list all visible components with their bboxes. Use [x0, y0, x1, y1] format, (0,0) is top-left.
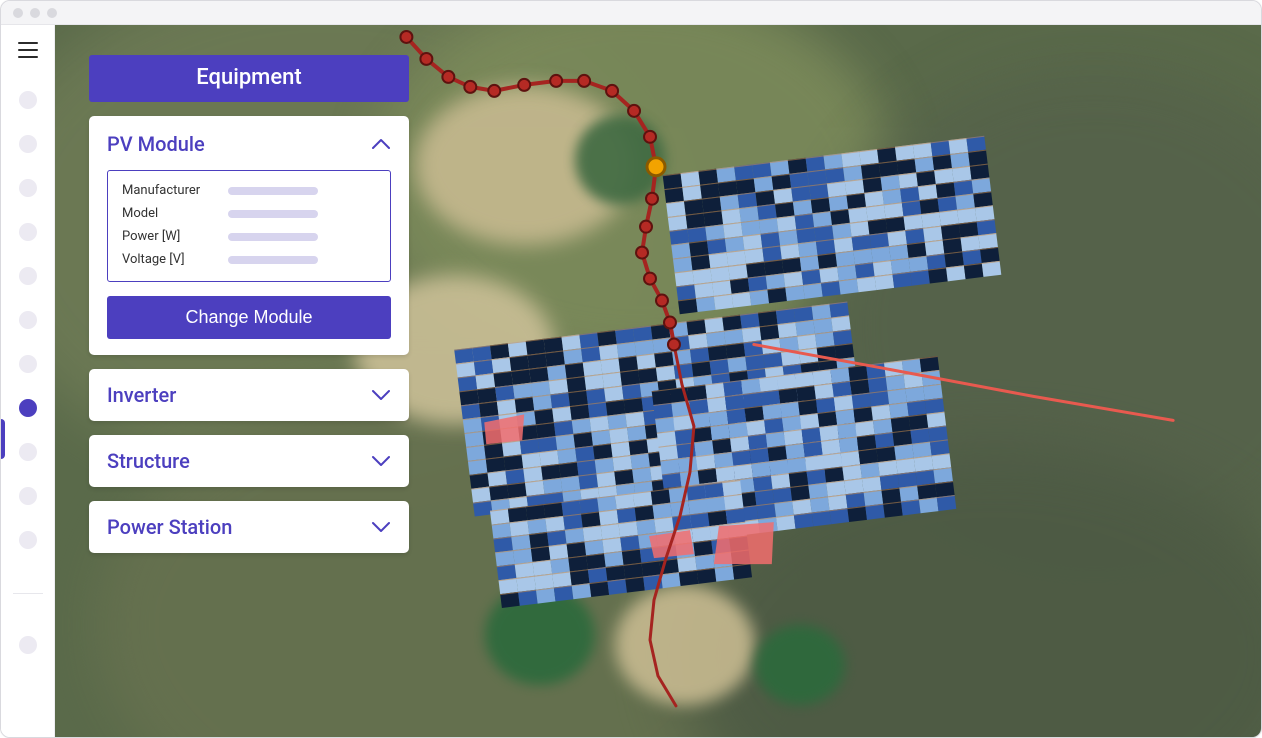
map-canvas[interactable]: Equipment PV Module Manufacturer Model Powe…: [55, 25, 1261, 737]
nav-item-4[interactable]: [19, 267, 37, 285]
spec-value-placeholder: [228, 210, 318, 218]
panel-title: Equipment: [89, 55, 409, 102]
spec-value-placeholder: [228, 256, 318, 264]
chevron-down-icon: [371, 521, 391, 533]
spec-row: Model: [122, 206, 376, 221]
workspace: Equipment PV Module Manufacturer Model Powe…: [1, 25, 1261, 737]
nav-item-7[interactable]: [19, 399, 37, 417]
nav-item-2[interactable]: [19, 179, 37, 197]
section-pv-module: PV Module Manufacturer Model Power [W] Volta…: [89, 116, 409, 355]
nav-item-1[interactable]: [19, 135, 37, 153]
hamburger-menu-icon[interactable]: [9, 33, 47, 67]
nav-rail: [1, 25, 55, 737]
spec-row: Manufacturer: [122, 183, 376, 198]
spec-row: Voltage [V]: [122, 252, 376, 267]
chevron-up-icon: [371, 138, 391, 150]
window-control-minimize[interactable]: [30, 8, 40, 18]
section-title: Structure: [107, 449, 190, 473]
change-module-button[interactable]: Change Module: [107, 296, 391, 339]
nav-item-8[interactable]: [19, 443, 37, 461]
spec-label: Model: [122, 206, 212, 221]
nav-active-indicator: [1, 419, 5, 459]
spec-label: Voltage [V]: [122, 252, 212, 267]
nav-divider: [13, 593, 43, 594]
spec-label: Manufacturer: [122, 183, 212, 198]
section-power-station: Power Station: [89, 501, 409, 553]
spec-value-placeholder: [228, 233, 318, 241]
section-title: Power Station: [107, 515, 232, 539]
section-title: PV Module: [107, 132, 205, 156]
window-control-close[interactable]: [13, 8, 23, 18]
nav-item-0[interactable]: [19, 91, 37, 109]
nav-item-11[interactable]: [19, 636, 37, 654]
nav-item-9[interactable]: [19, 487, 37, 505]
section-title: Inverter: [107, 383, 176, 407]
window-titlebar: [1, 1, 1261, 25]
app-window: Equipment PV Module Manufacturer Model Powe…: [0, 0, 1262, 738]
nav-item-5[interactable]: [19, 311, 37, 329]
nav-item-10[interactable]: [19, 531, 37, 549]
solar-block-A[interactable]: [663, 136, 1002, 314]
chevron-down-icon: [371, 389, 391, 401]
section-toggle-power-station[interactable]: Power Station: [107, 515, 391, 539]
spec-box: Manufacturer Model Power [W] Voltage [V]: [107, 170, 391, 282]
spec-value-placeholder: [228, 187, 318, 195]
spec-row: Power [W]: [122, 229, 376, 244]
chevron-down-icon: [371, 455, 391, 467]
section-toggle-structure[interactable]: Structure: [107, 449, 391, 473]
spec-label: Power [W]: [122, 229, 212, 244]
nav-item-6[interactable]: [19, 355, 37, 373]
nav-item-3[interactable]: [19, 223, 37, 241]
window-control-zoom[interactable]: [47, 8, 57, 18]
section-toggle-inverter[interactable]: Inverter: [107, 383, 391, 407]
equipment-panel: Equipment PV Module Manufacturer Model Powe…: [89, 55, 409, 553]
section-structure: Structure: [89, 435, 409, 487]
section-inverter: Inverter: [89, 369, 409, 421]
nav-items: [13, 91, 43, 654]
section-toggle-pv-module[interactable]: PV Module: [107, 132, 391, 156]
